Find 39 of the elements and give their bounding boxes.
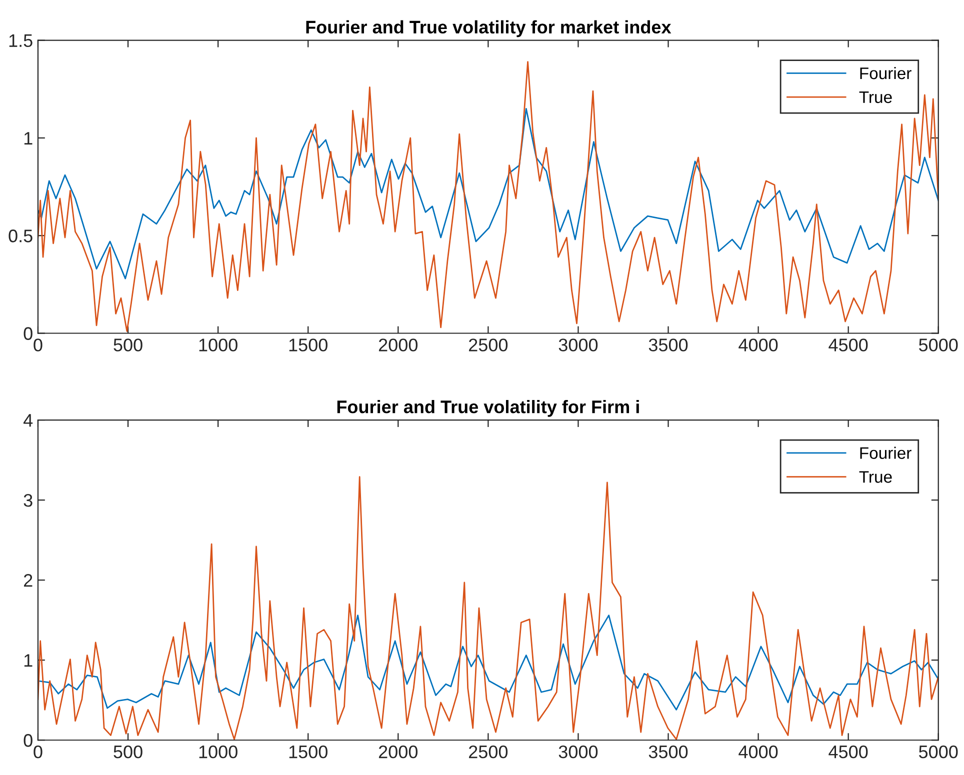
y-tick-label: 1 [24, 654, 32, 667]
y-tick-label: 3 [24, 494, 32, 507]
x-tick-label: 3000 [558, 338, 598, 352]
line-series [38, 614, 938, 710]
x-tick-label: 5000 [919, 338, 958, 352]
x-tick-label: 1000 [199, 338, 238, 352]
x-tick-label: 4000 [738, 338, 778, 352]
x-tick-label: 3500 [648, 338, 688, 352]
legend-label: True [859, 91, 892, 104]
y-tick-label: 1.5 [9, 34, 32, 48]
x-tick-label: 4000 [738, 745, 778, 758]
y-tick-label: 0.5 [8, 230, 32, 242]
x-tick-label: 2500 [468, 745, 508, 758]
chart-title: Fourier and True volatility for market index [306, 20, 672, 38]
x-tick-label: 500 [114, 338, 142, 352]
x-tick-label: 2500 [468, 338, 508, 352]
x-tick-label: 5000 [919, 745, 958, 758]
x-tick-label: 1500 [289, 745, 328, 758]
x-tick-label: 2000 [378, 745, 418, 758]
x-tick-label: 500 [114, 745, 142, 758]
line-series [38, 108, 938, 280]
legend-label: Fourier [860, 66, 912, 80]
x-tick-label: 0 [34, 745, 42, 758]
y-tick-label: 1 [24, 132, 32, 144]
x-tick-label: 2000 [378, 338, 418, 352]
y-tick-label: 0 [24, 327, 32, 340]
x-tick-label: 3500 [648, 745, 688, 758]
chart-title: Fourier and True volatility for Firm i [337, 400, 639, 417]
legend-label: Fourier [860, 446, 912, 459]
y-tick-label: 0 [24, 734, 32, 747]
x-tick-label: 4500 [828, 745, 868, 758]
x-tick-label: 1500 [289, 338, 328, 352]
x-tick-label: 4500 [828, 338, 868, 352]
x-tick-label: 0 [34, 338, 42, 352]
y-tick-label: 2 [24, 574, 32, 587]
legend-label: True [859, 471, 892, 483]
x-tick-label: 1000 [199, 745, 238, 758]
y-tick-label: 4 [23, 414, 33, 427]
x-tick-label: 3000 [558, 745, 598, 758]
